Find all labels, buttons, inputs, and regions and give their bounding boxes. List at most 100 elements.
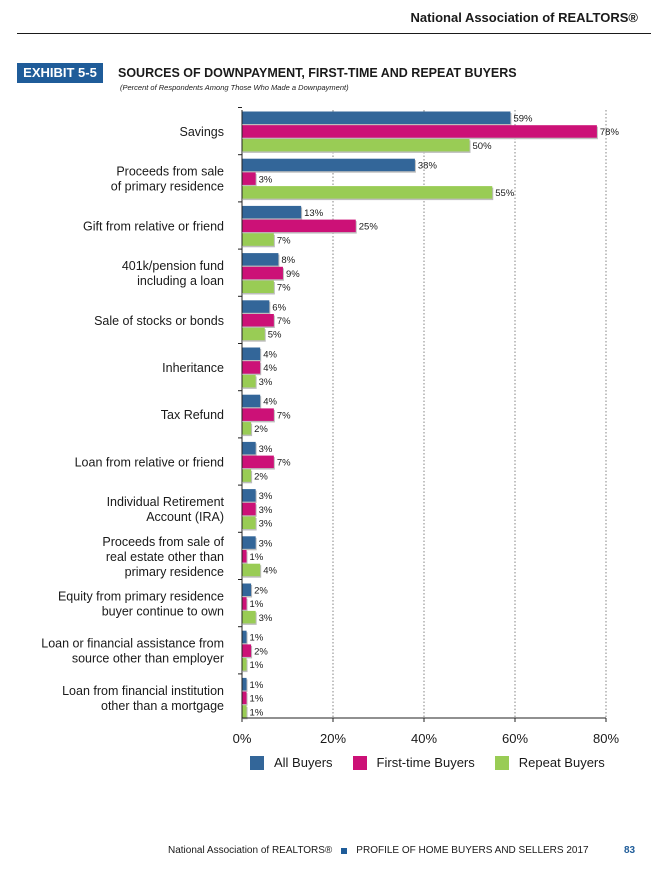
data-label: 4%: [263, 566, 277, 577]
bar: [242, 125, 597, 138]
category-label: Loan or financial assistance from: [41, 637, 224, 651]
data-label: 25%: [359, 222, 379, 233]
bar: [242, 677, 247, 691]
bar: [242, 172, 256, 185]
page-footer: National Association of REALTORS® PROFIL…: [168, 845, 635, 856]
page-number: 83: [624, 845, 636, 856]
legend-label-first-time-buyers: First-time Buyers: [376, 755, 475, 770]
x-tick-label: 40%: [411, 731, 437, 746]
bar: [242, 300, 270, 313]
category-label: Loan from financial institution: [62, 684, 224, 698]
category-label: Tax Refund: [161, 408, 224, 422]
data-label: 3%: [259, 505, 273, 516]
legend-label-all-buyers: All Buyers: [274, 755, 333, 770]
data-label: 3%: [259, 519, 273, 530]
bar: [242, 502, 256, 516]
bar: [242, 563, 261, 577]
data-label: 1%: [250, 660, 264, 671]
bar: [242, 469, 252, 482]
bar: [242, 253, 279, 266]
bar: [242, 205, 302, 219]
data-label: 3%: [259, 174, 273, 185]
data-label: 38%: [418, 161, 438, 172]
legend-swatch-first-time-buyers: [352, 755, 367, 770]
bar: [242, 644, 252, 657]
x-tick-label: 20%: [320, 731, 346, 746]
chart-subtitle: (Percent of Respondents Among Those Who …: [120, 83, 349, 92]
bar: [242, 691, 247, 705]
chart-legend: All Buyers First-time Buyers Repeat Buye…: [250, 755, 625, 770]
legend-item-repeat-buyers: Repeat Buyers: [494, 755, 605, 770]
category-label: buyer continue to own: [102, 604, 224, 618]
bar: [242, 138, 470, 152]
bar: [242, 583, 252, 596]
bar: [242, 489, 256, 502]
bar: [242, 158, 415, 172]
bar: [242, 597, 247, 610]
category-label: Proceeds from sale of: [102, 535, 224, 549]
legend-label-repeat-buyers: Repeat Buyers: [518, 755, 605, 770]
bar: [242, 186, 493, 199]
bar: [242, 219, 356, 233]
category-label: Savings: [180, 125, 224, 139]
bar: [242, 455, 274, 469]
category-label: Account (IRA): [146, 510, 224, 524]
category-label: 401k/pension fund: [122, 259, 224, 273]
bar: [242, 233, 274, 246]
category-label: primary residence: [125, 565, 224, 579]
bar: [242, 361, 261, 374]
data-label: 8%: [281, 255, 295, 266]
data-label: 1%: [250, 599, 264, 610]
data-label: 13%: [304, 208, 324, 219]
category-label: Loan from relative or friend: [75, 455, 224, 469]
x-tick-label: 0%: [233, 731, 252, 746]
exhibit-badge: EXHIBIT 5-5: [17, 63, 103, 83]
data-label: 1%: [250, 680, 264, 691]
bar: [242, 374, 256, 388]
bar: [242, 314, 274, 327]
data-label: 59%: [513, 114, 533, 125]
category-label: Gift from relative or friend: [83, 219, 224, 233]
bar: [242, 111, 511, 124]
footer-square-icon: [341, 847, 348, 854]
data-label: 4%: [263, 363, 277, 374]
footer-report-title: PROFILE OF HOME BUYERS AND SELLERS 2017: [356, 845, 589, 856]
footer-org: National Association of REALTORS®: [168, 845, 333, 856]
data-label: 7%: [277, 235, 291, 246]
category-label: Inheritance: [162, 361, 224, 375]
chart-title: SOURCES OF DOWNPAYMENT, FIRST-TIME AND R…: [118, 66, 517, 80]
data-label: 3%: [259, 613, 273, 624]
bar: [242, 280, 274, 293]
legend-item-first-time-buyers: First-time Buyers: [352, 755, 475, 770]
data-label: 3%: [259, 377, 273, 388]
bar: [242, 394, 261, 408]
x-tick-label: 80%: [593, 731, 619, 746]
data-label: 55%: [495, 188, 515, 199]
category-label: Sale of stocks or bonds: [94, 314, 224, 328]
data-label: 50%: [473, 141, 493, 152]
data-label: 5%: [268, 330, 282, 341]
bar: [242, 327, 265, 341]
header-divider: [17, 33, 651, 34]
data-label: 2%: [254, 424, 268, 435]
data-label: 2%: [254, 586, 268, 597]
bar: [242, 516, 256, 529]
data-label: 4%: [263, 397, 277, 408]
data-label: 3%: [259, 491, 273, 502]
data-label: 7%: [277, 283, 291, 294]
data-label: 1%: [250, 694, 264, 705]
data-label: 2%: [254, 646, 268, 657]
bar: [242, 610, 256, 624]
category-label: source other than employer: [72, 652, 224, 666]
data-label: 3%: [259, 444, 273, 455]
data-label: 2%: [254, 471, 268, 482]
category-label: Proceeds from sale: [116, 165, 224, 179]
data-label: 6%: [272, 302, 286, 313]
data-label: 1%: [250, 552, 264, 563]
data-label: 1%: [250, 707, 264, 718]
bar: [242, 536, 256, 549]
data-label: 1%: [250, 633, 264, 644]
legend-item-all-buyers: All Buyers: [250, 755, 333, 770]
bar: [242, 422, 252, 435]
bar: [242, 550, 247, 563]
